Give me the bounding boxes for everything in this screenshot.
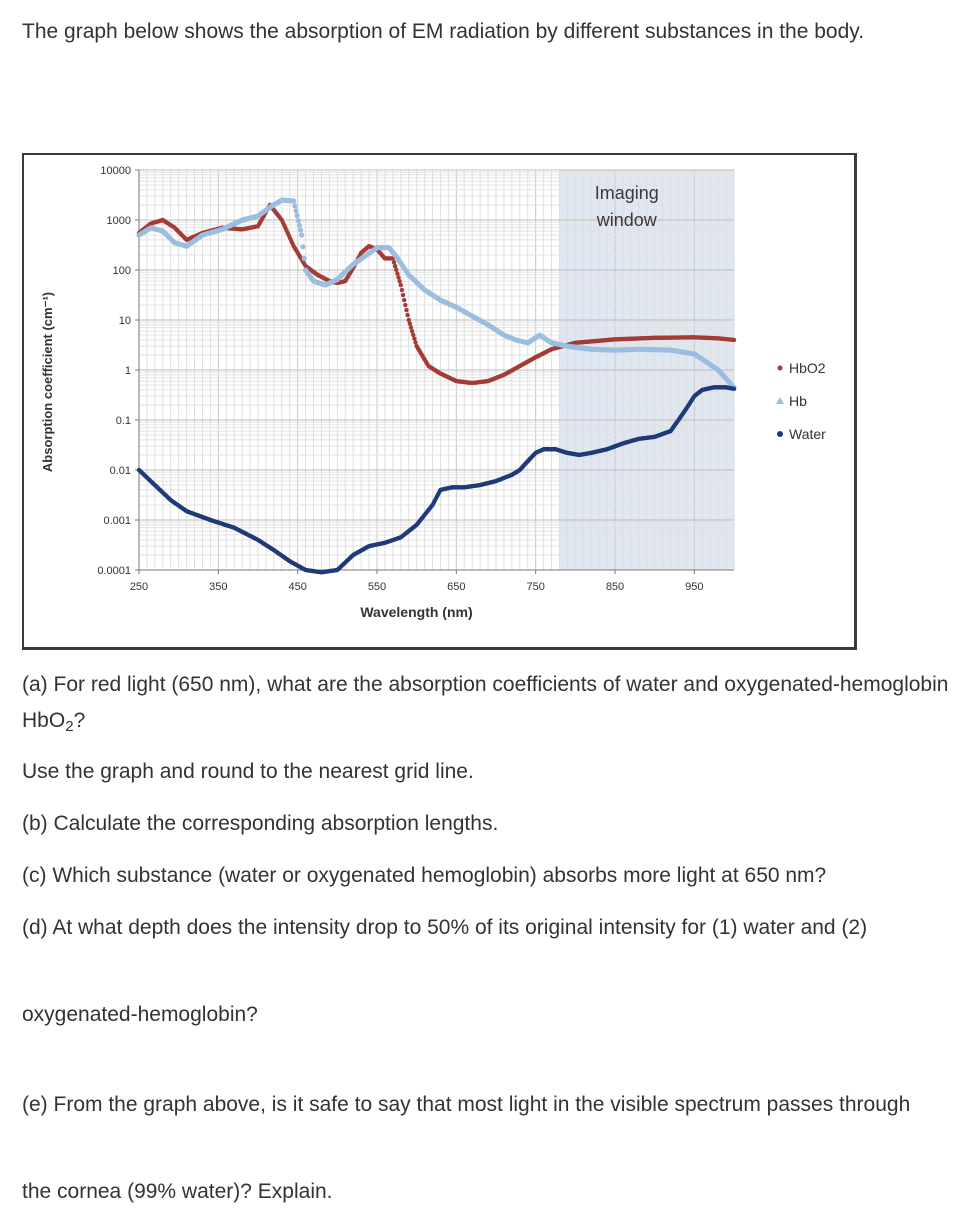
hbo2-point [397, 279, 402, 284]
x-tick-label: 650 [447, 581, 465, 593]
hbo2-point [394, 267, 399, 273]
hb-point [293, 208, 299, 214]
hbo2-point [399, 287, 405, 293]
legend-hbo2-label: HbO2 [789, 360, 826, 376]
hb-point [295, 217, 301, 224]
hbo2-point [411, 332, 416, 338]
legend-water-marker [777, 431, 783, 437]
imaging-window-label: Imaging [595, 183, 659, 203]
hbo2-point [400, 292, 406, 298]
hbo2-point [412, 336, 417, 341]
legend-water-label: Water [789, 426, 826, 442]
hb-point [296, 222, 302, 228]
hbo2-point [396, 275, 401, 280]
hbo2-point [409, 329, 415, 334]
legend-hbo2-marker [777, 365, 783, 371]
hb-point [292, 203, 298, 209]
hbo2-point [404, 307, 409, 313]
intro-text: The graph below shows the absorption of … [22, 20, 865, 43]
y-tick-label: 100 [113, 265, 131, 277]
question-e: (e) From the graph above, is it safe to … [22, 1093, 911, 1116]
hbo2-point [402, 297, 407, 303]
question-e-continued: the cornea (99% water)? Explain. [22, 1180, 333, 1203]
question-a-tail: ? [73, 709, 86, 732]
hb-point [291, 198, 297, 204]
y-tick-label: 0.01 [110, 465, 131, 477]
hbo2-point [398, 282, 403, 288]
imaging-window-label: window [596, 210, 658, 230]
hbo2-point [407, 321, 413, 326]
question-a-subscript: 2 [65, 718, 74, 736]
y-tick-label: 1000 [107, 215, 131, 227]
legend-hb-marker [776, 397, 784, 404]
hbo2-point [403, 302, 408, 308]
y-tick-label: 10 [119, 315, 131, 327]
x-tick-label: 450 [288, 581, 306, 593]
hb-point [300, 244, 306, 250]
absorption-chart: 10000 1000 100 10 1 0.1 0.01 0.001 0.0001 250 350 4… [22, 153, 857, 650]
x-axis-title: Wavelength (nm) [360, 604, 472, 620]
water-point [731, 386, 737, 392]
x-tick-label: 550 [368, 581, 386, 593]
hbo2-point [408, 325, 414, 330]
hbo2-point [413, 340, 418, 345]
y-tick-label: 1 [125, 365, 131, 377]
rounding-instruction: Use the graph and round to the nearest g… [22, 760, 474, 783]
y-tick-label: 0.001 [103, 515, 131, 527]
question-c: (c) Which substance (water or oxygenated… [22, 864, 827, 887]
question-d: (d) At what depth does the intensity dro… [22, 916, 868, 939]
hb-point [297, 227, 304, 233]
y-tick-label: 0.0001 [97, 565, 131, 577]
hb-point [294, 212, 300, 219]
hb-point [299, 232, 305, 238]
y-tick-label: 10000 [100, 165, 131, 177]
question-d-continued: oxygenated-hemoglobin? [22, 1003, 258, 1026]
chart-svg: 10000 1000 100 10 1 0.1 0.01 0.001 0.0001 250 350 4… [40, 165, 826, 620]
x-tick-label: 750 [526, 581, 544, 593]
x-tick-label: 850 [606, 581, 624, 593]
hbo2-point [731, 337, 737, 343]
y-axis-title: Absorption coefficient (cm⁻¹) [40, 292, 55, 472]
y-tick-label: 0.1 [116, 415, 131, 427]
question-a: (a) For red light (650 nm), what are the… [22, 667, 957, 745]
x-tick-label: 250 [130, 581, 148, 593]
x-tick-label: 350 [209, 581, 227, 593]
x-tick-label: 950 [685, 581, 703, 593]
question-a-text: (a) For red light (650 nm), what are the… [22, 673, 949, 732]
legend-hb-label: Hb [789, 393, 807, 409]
hbo2-point [391, 260, 397, 265]
hbo2-point [406, 317, 411, 323]
hbo2-point [395, 271, 400, 276]
hb-point [301, 255, 307, 261]
question-b: (b) Calculate the corresponding absorpti… [22, 812, 499, 835]
hbo2-point [392, 263, 398, 269]
hbo2-point [405, 312, 410, 318]
